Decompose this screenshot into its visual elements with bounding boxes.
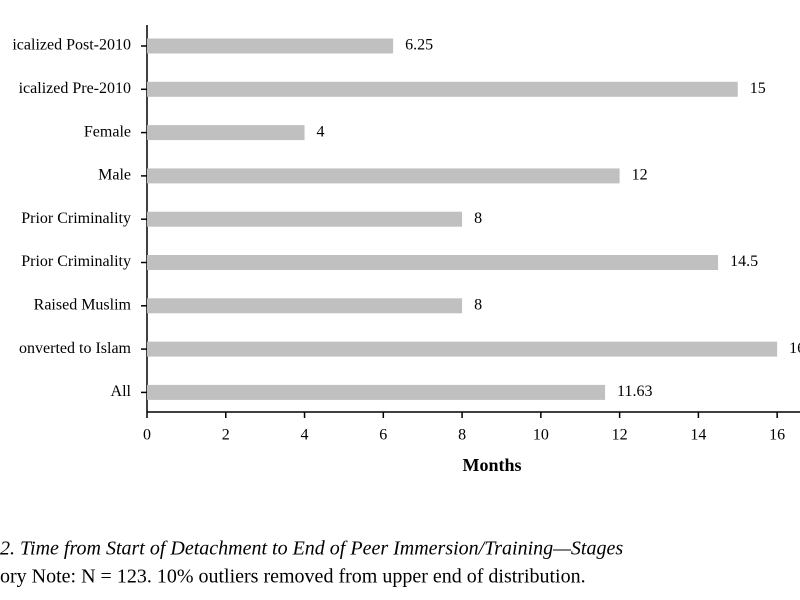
x-tick-label: 12	[612, 427, 628, 444]
bar	[147, 298, 463, 314]
y-tick-label: All	[111, 383, 132, 400]
y-tick-label: icalized Post-2010	[12, 37, 131, 54]
y-tick-label: Prior Criminality	[21, 210, 131, 227]
value-label: 6.25	[405, 37, 433, 54]
bar	[147, 255, 719, 270]
x-tick-label: 6	[379, 427, 387, 444]
caption: 2. Time from Start of Detachment to End …	[0, 538, 623, 560]
x-tick-label: 10	[533, 427, 549, 444]
caption-note: ory Note: N = 123. 10% outliers removed …	[0, 566, 586, 588]
bar	[147, 384, 606, 400]
x-axis-label: Months	[462, 455, 521, 475]
x-tick-label: 14	[690, 427, 706, 444]
bar	[147, 125, 305, 141]
value-label: 4	[317, 123, 325, 140]
value-label: 11.63	[617, 383, 652, 400]
bar	[147, 211, 463, 227]
value-label: 15	[750, 80, 766, 97]
y-tick-label: Male	[98, 167, 131, 184]
value-label: 8	[474, 210, 482, 227]
bar	[147, 168, 620, 184]
value-label: 14.5	[730, 253, 758, 270]
bar	[147, 38, 394, 54]
value-label: 12	[632, 167, 648, 184]
x-tick-label: 16	[769, 427, 785, 444]
x-tick-label: 4	[301, 427, 309, 444]
x-tick-label: 0	[143, 427, 151, 444]
value-label: 8	[474, 296, 482, 313]
x-tick-label: 8	[458, 427, 466, 444]
y-tick-label: icalized Pre-2010	[19, 80, 131, 97]
bar	[147, 81, 738, 97]
x-tick-label: 2	[222, 427, 230, 444]
y-tick-label: Raised Muslim	[34, 296, 132, 313]
bar	[147, 341, 778, 357]
value-label: 16	[789, 340, 800, 357]
y-tick-label: onverted to Islam	[19, 340, 132, 357]
y-tick-label: Prior Criminality	[21, 253, 131, 270]
y-tick-label: Female	[84, 123, 131, 140]
